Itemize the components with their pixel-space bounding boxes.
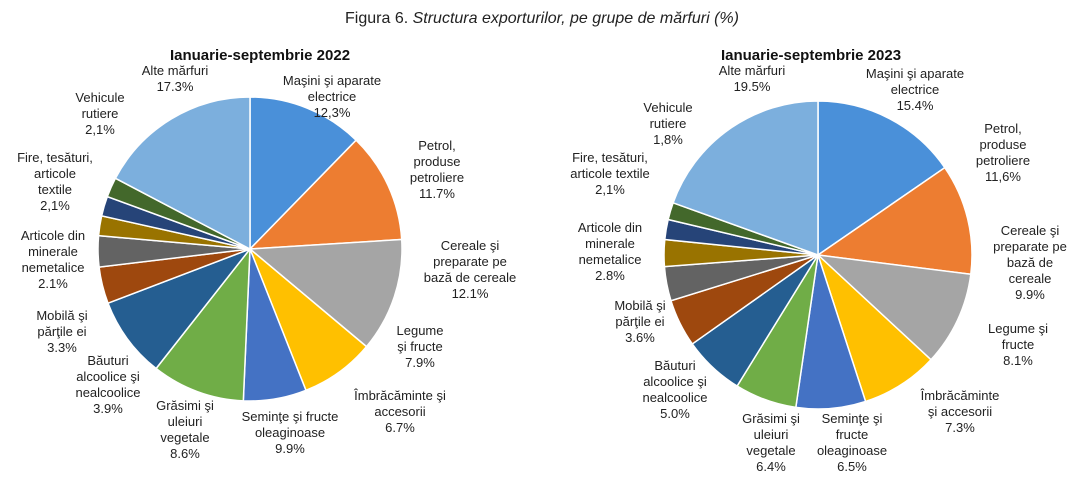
pie-slice bbox=[248, 238, 403, 348]
pie-slice bbox=[672, 100, 819, 257]
pie-chart-1: Ianuarie-septembrie 2022 Maşini şi aparat… bbox=[17, 47, 516, 461]
data-label: Fire, tesături, articole textile 2,1% bbox=[17, 150, 93, 213]
data-label: Petrol, produse petroliere 11,6% bbox=[976, 121, 1030, 184]
chart-title: Ianuarie-septembrie 2022 bbox=[170, 47, 350, 64]
data-label: Articole din minerale nemetalice 2.8% bbox=[578, 220, 642, 283]
data-label: Vehicule rutiere 1,8% bbox=[643, 100, 692, 147]
data-label: Alte mărfuri 19.5% bbox=[719, 63, 786, 94]
pie-slice bbox=[815, 253, 972, 361]
pie-chart-2: Ianuarie-septembrie 2023 Maşini şi aparat… bbox=[570, 47, 1067, 474]
data-label: Băuturi alcoolice şi nealcoolice 3.9% bbox=[75, 353, 140, 416]
data-label: Îmbrăcăminte şi accesorii 6.7% bbox=[353, 388, 446, 435]
figure-caption: Structura exporturilor, pe grupe de mărf… bbox=[412, 10, 739, 27]
data-label: Maşini şi aparate electrice 15.4% bbox=[866, 66, 964, 113]
data-label: Seminţe şi fructe oleaginoase 9.9% bbox=[242, 409, 339, 456]
pie-slice bbox=[155, 246, 251, 402]
data-label: Articole din minerale nemetalice 2.1% bbox=[21, 228, 85, 291]
figure-number: Figura 6. bbox=[345, 10, 409, 27]
data-label: Legume şi fructe 8.1% bbox=[988, 321, 1048, 368]
data-label: Vehicule rutiere 2,1% bbox=[75, 90, 124, 137]
data-label: Legume şi fructe 7.9% bbox=[397, 323, 444, 370]
data-label: Îmbrăcăminte şi accesorii 7.3% bbox=[920, 388, 1000, 435]
data-label: Petrol, produse petroliere 11.7% bbox=[410, 138, 464, 201]
figure-title: Figura 6. Structura exporturilor, pe gru… bbox=[0, 10, 1084, 28]
data-label: Cereale şi preparate pe bază de cereale 12.… bbox=[424, 238, 517, 301]
data-label: Alte mărfuri 17.3% bbox=[142, 63, 209, 94]
data-label: Seminţe şi fructe oleaginoase 6.5% bbox=[817, 411, 887, 474]
data-label: Băuturi alcoolice şi nealcoolice 5.0% bbox=[642, 358, 707, 421]
data-label: Maşini şi aparate electrice 12,3% bbox=[283, 73, 381, 120]
data-label: Cereale şi preparate pe bază de cereale 9.9% bbox=[993, 223, 1067, 302]
pie-slice bbox=[817, 100, 946, 257]
data-label: Mobilă şi părţile ei 3.3% bbox=[36, 308, 87, 355]
data-label: Grăsimi şi uleiuri vegetale 6.4% bbox=[742, 411, 800, 474]
pie-slice bbox=[114, 96, 251, 251]
pie-slice bbox=[249, 96, 358, 251]
data-label: Fire, tesături, articole textile 2,1% bbox=[570, 150, 649, 197]
pie-slice bbox=[248, 139, 403, 250]
data-label: Grăsimi şi uleiuri vegetale 8.6% bbox=[156, 398, 214, 461]
pie-slice bbox=[815, 166, 973, 276]
data-label: Mobilă şi părţile ei 3.6% bbox=[614, 298, 665, 345]
chart-title: Ianuarie-septembrie 2023 bbox=[721, 47, 901, 64]
